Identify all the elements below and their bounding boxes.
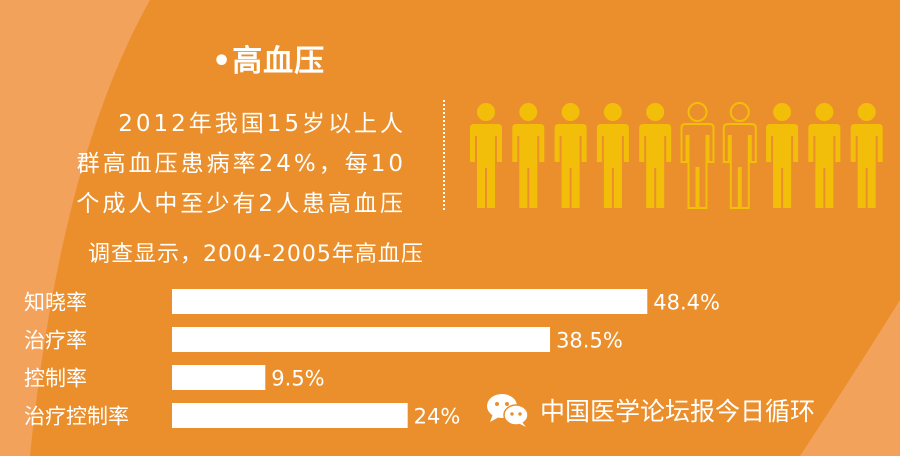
value-label: 9.5% [271,367,324,391]
person-figure-outline [680,102,715,209]
survey-caption: 调查显示，2004-2005年高血压 [88,242,424,267]
person-figure-filled [512,103,545,208]
statement-line-2: 群高血压患病率24%，每10 [76,151,406,177]
title-bullet: • [212,44,233,79]
person-figure-filled [554,103,587,208]
bar [172,365,266,390]
category-label: 控制率 [24,367,87,391]
wechat-icon [487,394,529,427]
person-figure-filled [850,103,883,208]
person-figure-filled [470,103,502,208]
value-label: 48.4% [653,291,720,315]
bar [172,403,408,428]
bar [172,289,648,314]
watermark-text: 中国医学论坛报今日循环 [540,397,816,426]
bar [172,327,551,352]
value-label: 38.5% [556,329,623,353]
person-figure-filled [639,103,672,208]
value-label: 24% [414,405,461,429]
title-text: 高血压 [232,44,326,79]
category-label: 治疗控制率 [24,405,129,429]
person-figure-filled [596,103,629,208]
awareness-bar-chart: 知晓率 48.4% 治疗率 38.5% 控制率 9.5% 治疗控制率 24% [24,289,720,429]
statement-line-1: 2012年我国15岁以上人 [118,111,406,137]
page-title: •高血压 [212,36,325,80]
watermark: 中国医学论坛报今日循环 [486,390,815,430]
person-figure-filled [808,103,841,208]
category-label: 知晓率 [24,291,87,315]
person-figure-filled [766,103,799,208]
prevalence-statement: 2012年我国15岁以上人 群高血压患病率24%，每10 个成人中至少有2人患高… [76,104,406,224]
person-figure-outline [722,102,757,209]
dotted-divider [443,100,445,210]
category-label: 治疗率 [24,329,87,353]
person-figures [470,102,883,209]
statement-line-3: 个成人中至少有2人患高血压 [76,191,406,217]
